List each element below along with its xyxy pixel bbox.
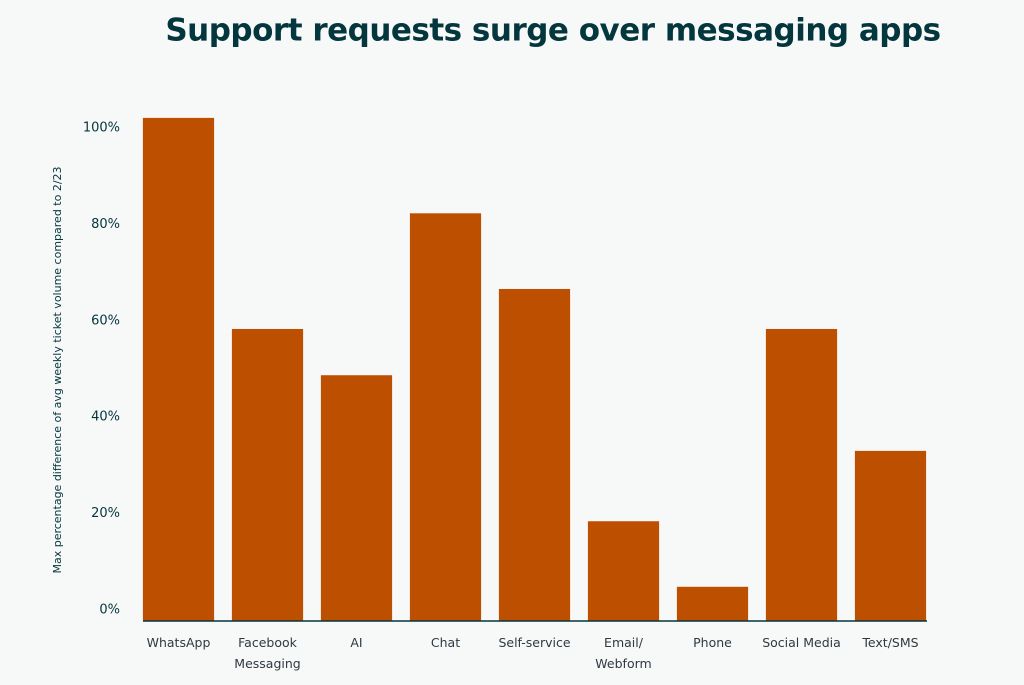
bar (320, 375, 393, 621)
x-tick-label: Phone (693, 635, 732, 650)
x-tick-label: Chat (430, 635, 461, 650)
x-tick-label: Email/ Webform (595, 635, 652, 671)
y-tick-label: 100% (83, 121, 120, 136)
y-tick-label: 60% (91, 313, 120, 328)
y-axis-title: Max percentage difference of avg weekly … (51, 166, 64, 573)
bar (676, 586, 749, 621)
bar (231, 328, 304, 621)
bar (854, 450, 927, 621)
x-tick-label: AI (350, 635, 363, 650)
x-tick-label: Text/SMS (862, 635, 919, 650)
bar (409, 213, 482, 621)
bar (587, 521, 660, 621)
chart-title: Support requests surge over messaging ap… (165, 13, 940, 49)
y-tick-label: 40% (91, 410, 120, 425)
x-tick-label: Self-service (498, 635, 571, 650)
y-tick-label: 20% (91, 506, 120, 521)
bar (765, 328, 838, 621)
x-tick-label: Facebook Messaging (234, 635, 301, 671)
y-tick-label: 0% (99, 603, 120, 618)
bar (498, 288, 571, 621)
x-tick-label: WhatsApp (146, 635, 211, 650)
bar (142, 117, 215, 622)
y-tick-label: 80% (91, 217, 120, 232)
x-tick-label: Social Media (762, 635, 841, 650)
